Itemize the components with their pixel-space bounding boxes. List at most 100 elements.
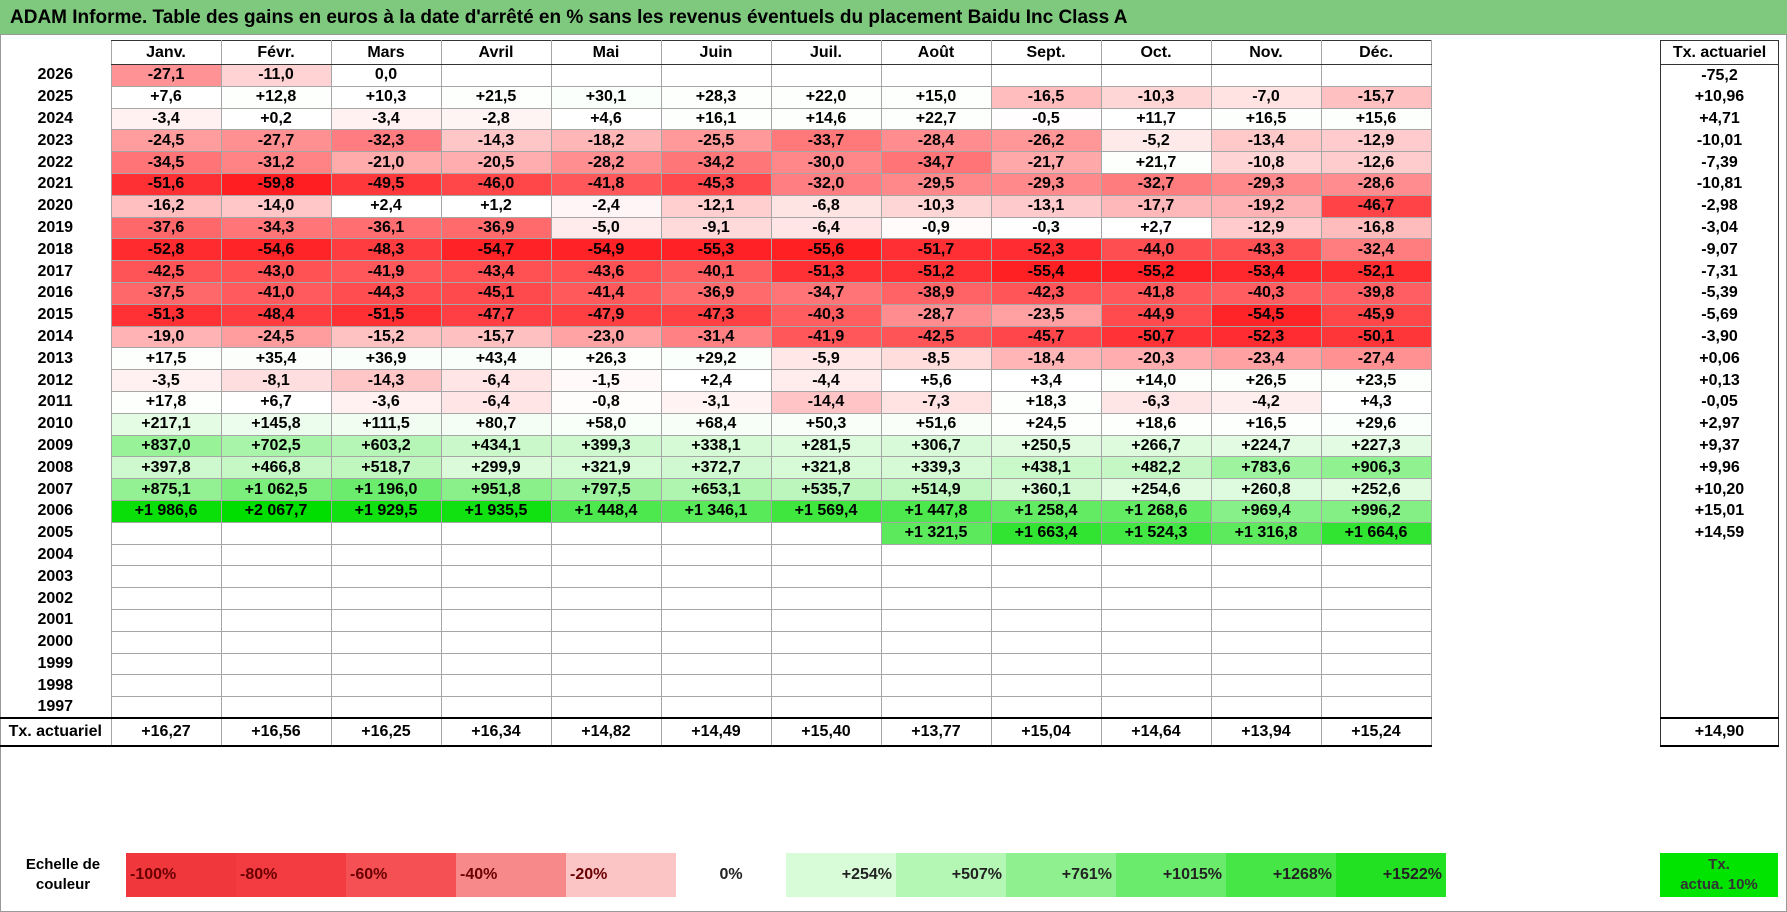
gain-cell: +28,3 (660, 85, 772, 109)
gain-cell: -36,1 (330, 216, 442, 240)
year-label: 2022 (37, 153, 74, 171)
year-row: 2022 -34,5 -31,2 -21,0 -20,5 -28,2 -34,2 -30,0-… (0, 151, 1432, 174)
gain-cell (660, 652, 772, 676)
gain-cell: +30,1 (550, 85, 662, 109)
gain-cell (1210, 630, 1322, 654)
color-scale-swatch: +1522% (1336, 853, 1446, 897)
total-rate-label: Tx. actuariel (0, 717, 112, 748)
gain-cell: +1 321,5 (880, 521, 992, 545)
year-row: 2012 -3,5 -8,1 -14,3 -6,4 -1,5 +2,4 -4,4 +5,6 +3,… (0, 369, 1432, 392)
gain-cell: +969,4 (1210, 499, 1322, 523)
gain-cell (990, 587, 1102, 610)
gain-cell (770, 64, 882, 87)
gain-cell: -38,9 (880, 281, 992, 305)
gain-cell: +36,9 (330, 347, 442, 371)
annual-rate-cell: +0,06 (1660, 347, 1779, 370)
gain-cell: +338,1 (660, 434, 772, 458)
month-header: Oct. (1100, 40, 1212, 65)
gain-cell: -3,5 (110, 369, 222, 392)
gain-cell (660, 64, 772, 87)
gain-cell: -43,3 (1210, 238, 1322, 262)
gain-cell: +306,7 (880, 434, 992, 458)
year-row: 2015 -51,3 -48,4 -51,5 -47,7 -47,9 -47,3 -40,3-… (0, 303, 1432, 327)
gain-cell: +24,5 (990, 412, 1102, 436)
year-label: 2008 (37, 458, 74, 476)
gain-cell: +518,7 (330, 456, 442, 480)
gain-cell: +1 986,6 (110, 499, 222, 523)
gain-cell: +0,2 (220, 107, 332, 131)
annual-rate-cell: -5,69 (1660, 304, 1779, 327)
gain-cell (330, 543, 442, 567)
gain-cell: -18,4 (990, 347, 1102, 371)
gain-cell (220, 521, 332, 545)
gain-cell: +797,5 (550, 478, 662, 501)
gain-cell: -13,4 (1210, 129, 1322, 153)
color-scale-swatch: +507% (896, 853, 1006, 897)
gain-cell: -2,8 (440, 107, 552, 131)
total-rate-cell: +16,34 (440, 717, 552, 748)
gain-cell: -6,4 (440, 390, 552, 414)
gain-cell (440, 521, 552, 545)
gain-cell: +2,4 (660, 369, 772, 392)
gain-cell: -41,4 (550, 281, 662, 305)
gain-cell: -34,7 (770, 281, 882, 305)
gain-cell: +281,5 (770, 434, 882, 458)
gain-cell: -24,5 (220, 325, 332, 349)
gain-cell: +1 258,4 (990, 499, 1102, 523)
gain-cell: +1,2 (440, 194, 552, 218)
year-row: 1999 (0, 652, 1432, 676)
gain-cell (990, 630, 1102, 654)
gain-cell: +15,6 (1320, 107, 1432, 131)
color-scale-swatch: +1015% (1116, 853, 1226, 897)
gain-cell: +6,7 (220, 390, 332, 414)
annual-rate-cell: +10,20 (1660, 478, 1779, 501)
gain-cell (990, 64, 1102, 87)
gain-cell: -44,3 (330, 281, 442, 305)
gain-cell: -41,8 (550, 172, 662, 196)
gain-cell: -10,3 (880, 194, 992, 218)
gain-cell: +266,7 (1100, 434, 1212, 458)
gain-cell: -41,9 (770, 325, 882, 349)
gain-cell: +252,6 (1320, 478, 1432, 501)
gain-cell: +2,4 (330, 194, 442, 218)
gain-cell: 0,0 (330, 64, 442, 87)
gain-cell: -23,0 (550, 325, 662, 349)
gain-cell (880, 652, 992, 676)
gain-cell: -16,5 (990, 85, 1102, 109)
gain-cell (110, 565, 222, 589)
gain-cell: -23,5 (990, 303, 1102, 327)
gain-cell (330, 696, 442, 719)
gain-cell (220, 565, 332, 589)
gain-cell: +1 346,1 (660, 499, 772, 523)
gain-cell: -21,7 (990, 151, 1102, 174)
gain-cell (330, 521, 442, 545)
color-scale-swatch: -100% (126, 853, 236, 897)
color-scale-swatch: -40% (456, 853, 566, 897)
gain-cell (880, 587, 992, 610)
gain-cell: -1,5 (550, 369, 662, 392)
gain-cell: +321,8 (770, 456, 882, 480)
gain-cell: +1 447,8 (880, 499, 992, 523)
gain-cell: +35,4 (220, 347, 332, 371)
gain-cell: -48,4 (220, 303, 332, 327)
gain-cell: -19,0 (110, 325, 222, 349)
gain-cell (550, 630, 662, 654)
annual-rate-cell: +2,97 (1660, 413, 1779, 436)
gain-cell: +227,3 (1320, 434, 1432, 458)
year-label: 2018 (37, 240, 74, 258)
gain-cell: -0,3 (990, 216, 1102, 240)
total-rate-cell: +15,24 (1320, 717, 1432, 748)
gain-cell: -40,3 (770, 303, 882, 327)
annual-rate-cell (1660, 609, 1779, 632)
gain-cell: -34,2 (660, 151, 772, 174)
color-scale-swatch: -20% (566, 853, 676, 897)
gain-cell (880, 674, 992, 698)
gain-cell: -4,2 (1210, 390, 1322, 414)
gain-cell: -3,4 (110, 107, 222, 131)
gain-cell: +996,2 (1320, 499, 1432, 523)
gain-cell: +1 196,0 (330, 478, 442, 501)
year-row: 2010 +217,1 +145,8 +111,5 +80,7 +58,0 +68,4 +50… (0, 412, 1432, 436)
gain-cell: +145,8 (220, 412, 332, 436)
gain-cell: +434,1 (440, 434, 552, 458)
year-label: 2002 (37, 589, 74, 607)
